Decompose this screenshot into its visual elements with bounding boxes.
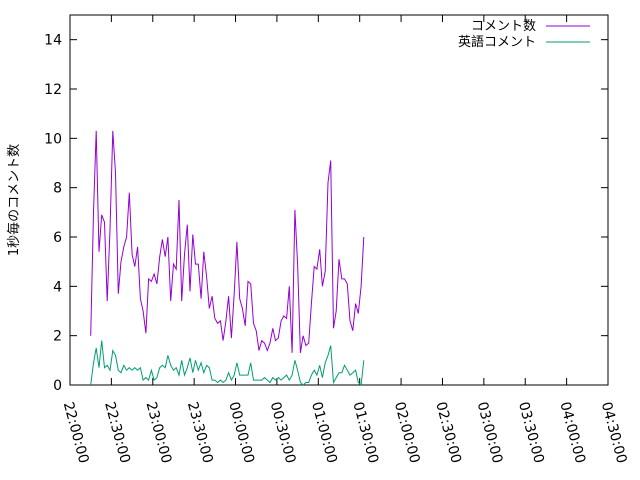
y-tick-label: 4 — [53, 279, 62, 295]
legend-label-2: 英語コメント — [458, 34, 536, 50]
x-tick-label: 03:00:00 — [474, 400, 506, 465]
x-tick-label: 02:00:00 — [391, 400, 423, 465]
x-tick-label: 02:30:00 — [432, 400, 464, 465]
x-tick-label: 04:30:00 — [598, 400, 630, 465]
axes: 0 2 4 6 8 10 12 14 22:00:00 22:30:00 23:00:00 23:30… — [44, 14, 630, 465]
y-axis-title: 1秒毎のコメント数 — [6, 144, 22, 256]
x-tick-label: 04:00:00 — [556, 400, 588, 465]
y-tick-label: 8 — [53, 181, 62, 197]
x-tick-label: 22:00:00 — [60, 400, 92, 465]
x-tick-label: 00:30:00 — [267, 400, 299, 465]
y-tick-label: 14 — [44, 33, 62, 49]
x-tick-label: 23:00:00 — [143, 400, 175, 465]
x-tick-label: 22:30:00 — [101, 400, 133, 465]
y-tick-label: 10 — [44, 131, 62, 147]
series-group — [90, 130, 365, 387]
y-tick-label: 0 — [53, 378, 62, 394]
y-tick-label: 12 — [44, 82, 62, 98]
y-tick-label: 6 — [53, 230, 62, 246]
x-tick-label: 03:30:00 — [515, 400, 547, 465]
plot-frame — [69, 14, 609, 386]
x-tick-label: 01:00:00 — [308, 400, 340, 465]
x-tick-label: 00:00:00 — [225, 400, 257, 465]
legend-label-1: コメント数 — [471, 19, 536, 34]
series-line-2 — [90, 340, 365, 387]
x-tick-label: 01:30:00 — [349, 400, 381, 465]
x-tick-label: 23:30:00 — [184, 400, 216, 465]
series-line-1 — [90, 130, 365, 353]
y-tick-label: 2 — [53, 329, 62, 345]
